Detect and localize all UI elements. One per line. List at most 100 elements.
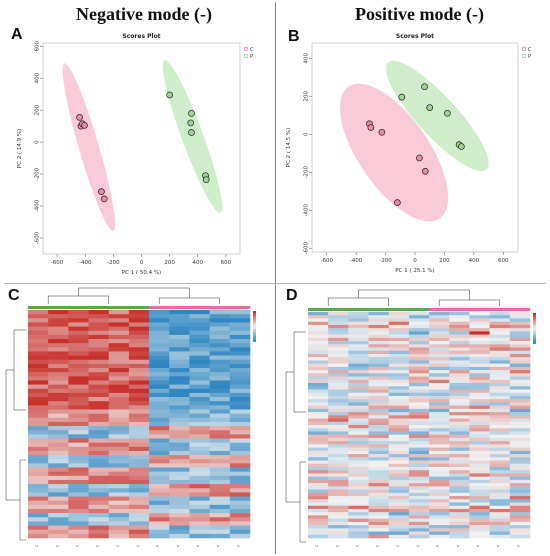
heat-d-cell — [489, 321, 511, 326]
heat-c-cell — [128, 380, 150, 385]
heat-c-cell — [149, 351, 170, 356]
heat-d-cell — [388, 383, 410, 387]
heat-d-cell — [308, 353, 329, 358]
heat-d-cell — [308, 337, 329, 342]
heat-c-cell — [28, 343, 49, 348]
heat-d-cell — [408, 508, 430, 513]
heat-d-cell — [328, 337, 349, 342]
heat-c-cell — [189, 330, 210, 336]
heat-c-cell — [108, 479, 130, 485]
heat-d-cell — [489, 312, 511, 316]
heat-d-cell — [449, 521, 470, 526]
heat-c-cell — [108, 450, 130, 456]
pca-a-point-c — [81, 121, 88, 129]
heat-d-cell — [408, 328, 430, 332]
heat-d-cell — [328, 496, 349, 500]
heat-c-cell — [128, 409, 150, 414]
heat-d-cell — [469, 518, 490, 523]
heat-d-cell — [328, 334, 349, 339]
heat-d-cell — [408, 437, 430, 442]
heat-d-cell — [489, 521, 511, 526]
heat-c-cell — [169, 525, 190, 531]
heat-c-colorkey-swatch — [253, 328, 256, 331]
heat-d-cell — [489, 466, 511, 471]
heat-c-cell — [209, 467, 231, 472]
heat-d-cell — [348, 395, 369, 400]
heat-d-cell — [328, 389, 349, 394]
heat-d-cell — [388, 505, 410, 510]
heat-c-cell — [149, 372, 170, 377]
heat-c-group-bar-cell — [169, 306, 190, 309]
pca-a-xtick-label: -200 — [107, 260, 120, 266]
heat-d-cell — [368, 331, 390, 335]
heat-c-cell — [149, 334, 170, 340]
heat-c-cell — [189, 405, 210, 410]
heat-c-cell — [189, 504, 210, 510]
heat-c-cell — [229, 330, 251, 336]
heat-c-cell — [149, 426, 170, 431]
heat-d-cell — [308, 415, 329, 419]
heat-d-cell — [348, 389, 369, 394]
heat-c-cell — [229, 508, 251, 514]
heat-d-group-bar-cell — [328, 308, 349, 311]
heat-c-cell — [209, 475, 231, 481]
heat-d-column-label: C — [416, 544, 420, 547]
heat-c-cell — [169, 496, 190, 501]
heat-d-cell — [348, 379, 369, 384]
heat-c-cell — [68, 525, 89, 531]
heat-d-cell — [509, 334, 531, 339]
heat-c-cell — [108, 463, 130, 468]
heat-c-cell — [149, 434, 170, 439]
heat-d-cell — [408, 383, 430, 387]
heat-d-cell — [328, 479, 349, 484]
heat-c-cell — [28, 322, 49, 327]
heat-d-cell — [429, 379, 450, 384]
heat-c-cell — [108, 492, 130, 497]
heat-c-cell — [189, 388, 210, 394]
heat-c-cell — [169, 467, 190, 472]
heat-c-cell — [28, 334, 49, 340]
heat-d-cell — [429, 505, 450, 510]
heat-d-cell — [408, 360, 430, 364]
heat-d-cell — [308, 399, 329, 403]
heat-c-cell — [128, 479, 150, 485]
heat-d-cell — [449, 434, 470, 439]
heat-c-cell — [28, 513, 49, 518]
heat-d-cell — [469, 466, 490, 471]
heat-d-cell — [308, 405, 329, 410]
heat-d-cell — [368, 534, 390, 539]
heat-d-cell — [509, 337, 531, 342]
heat-c-cell — [189, 397, 210, 402]
heat-d-cell — [408, 434, 430, 439]
heat-d-cell — [489, 525, 511, 529]
heat-d-cell — [429, 334, 450, 339]
heat-d-cell — [388, 341, 410, 345]
heat-c-cell — [189, 409, 210, 414]
heat-d-cell — [388, 515, 410, 519]
pca-a-ytick-label: 0 — [35, 140, 41, 144]
heat-c-cell — [88, 521, 110, 526]
heat-c-cell — [108, 330, 130, 336]
heat-c-cell — [229, 488, 251, 493]
heat-d-cell — [469, 321, 490, 326]
heat-c-cell — [68, 438, 89, 443]
heat-c-group-bar-cell — [68, 306, 89, 309]
heat-c-cell — [48, 355, 69, 361]
heat-c-cell — [68, 430, 89, 435]
heat-d-cell — [328, 470, 349, 474]
heat-d-cell — [429, 476, 450, 481]
heat-d-cell — [489, 315, 511, 319]
heat-c-cell — [149, 471, 170, 477]
heat-d-cell — [469, 457, 490, 461]
heat-c-cell — [169, 500, 190, 506]
heat-c-cell — [108, 513, 130, 518]
heat-c-cell — [229, 471, 251, 477]
heat-d-cell — [368, 337, 390, 342]
heat-d-cell — [368, 437, 390, 442]
heat-c-cell — [229, 310, 251, 315]
heat-d-cell — [348, 531, 369, 536]
heat-c-cell — [169, 434, 190, 439]
heat-c-cell — [189, 450, 210, 456]
heat-d-cell — [408, 521, 430, 526]
heat-d-cell — [368, 502, 390, 507]
